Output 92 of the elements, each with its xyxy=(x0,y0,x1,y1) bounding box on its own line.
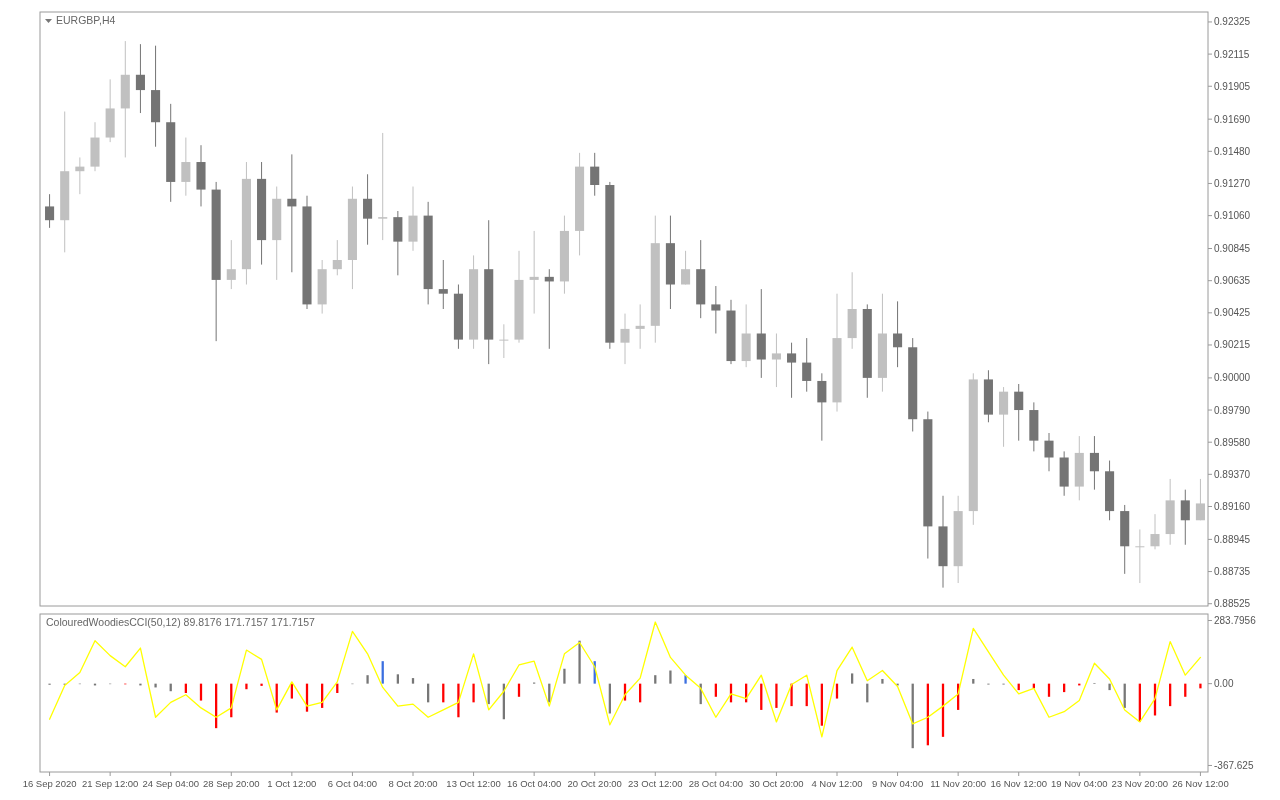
x-tick-label: 16 Sep 2020 xyxy=(22,778,77,789)
y-tick-label: 0.88735 xyxy=(1214,566,1251,578)
x-tick-label: 19 Nov 04:00 xyxy=(1051,778,1108,789)
y-tick-label: 0.92325 xyxy=(1214,16,1251,28)
y-tick-label: 0.91905 xyxy=(1214,80,1251,92)
x-tick-label: 23 Oct 12:00 xyxy=(628,778,683,789)
y-tick-label: 0.89580 xyxy=(1214,436,1251,448)
y-tick-label: 0.89790 xyxy=(1214,404,1251,416)
y-tick-label: 0.90635 xyxy=(1214,275,1251,287)
bar xyxy=(396,674,399,684)
candlestick xyxy=(893,300,903,368)
x-tick-label: 28 Oct 04:00 xyxy=(688,778,744,789)
candlestick xyxy=(1044,432,1054,472)
bar xyxy=(654,675,657,684)
bar xyxy=(972,678,975,684)
candlestick xyxy=(226,239,236,290)
y-tick-label: 0.91480 xyxy=(1214,145,1251,157)
bar xyxy=(366,675,369,684)
candlestick xyxy=(135,43,145,114)
y-tick-label: 0.00 xyxy=(1214,678,1234,690)
candlestick xyxy=(681,250,691,286)
candlestick xyxy=(438,259,448,310)
candlestick xyxy=(45,193,55,229)
bar xyxy=(154,683,157,688)
candlestick xyxy=(817,372,827,442)
x-tick-label: 23 Nov 20:00 xyxy=(1111,778,1169,789)
y-tick-label: 0.91690 xyxy=(1214,113,1251,125)
y-tick-label: 0.90000 xyxy=(1214,372,1251,384)
y-tick-label: 0.91060 xyxy=(1214,210,1251,222)
bar xyxy=(669,670,672,684)
bar xyxy=(411,678,415,684)
x-tick-label: 16 Oct 04:00 xyxy=(506,778,562,789)
bar xyxy=(472,683,475,703)
candlestick xyxy=(1150,513,1160,550)
bar xyxy=(1199,683,1202,689)
x-tick-label: 9 Nov 04:00 xyxy=(871,778,924,789)
x-tick-label: 21 Sep 12:00 xyxy=(81,778,139,789)
y-tick-label: 0.90215 xyxy=(1214,339,1251,351)
candlestick xyxy=(590,152,600,197)
y-tick-label: 0.90845 xyxy=(1214,243,1251,255)
bar xyxy=(851,673,854,684)
x-tick-label: 26 Nov 12:00 xyxy=(1172,778,1229,789)
y-tick-label: -367.625 xyxy=(1214,759,1254,771)
candlestick xyxy=(332,239,342,276)
x-tick-label: 8 Oct 20:00 xyxy=(388,778,438,789)
bar xyxy=(881,678,884,684)
x-tick-label: 20 Oct 20:00 xyxy=(567,778,622,789)
candlestick xyxy=(1195,478,1205,521)
bar xyxy=(578,640,581,684)
candlestick xyxy=(378,132,388,241)
bar xyxy=(245,683,248,690)
chart-title: ColouredWoodiesCCI(50,12) 89.8176 171.7157 171.7157 xyxy=(46,616,316,628)
candlestick xyxy=(620,313,630,365)
bar xyxy=(1108,683,1111,691)
candlestick xyxy=(499,323,509,359)
candlestick xyxy=(771,332,781,388)
candlestick xyxy=(1014,383,1024,442)
x-tick-label: 16 Nov 12:00 xyxy=(990,778,1047,789)
y-tick-label: 0.92115 xyxy=(1214,48,1250,60)
x-tick-label: 24 Sep 04:00 xyxy=(142,778,199,789)
y-tick-label: 0.91270 xyxy=(1214,177,1251,189)
y-tick-label: 283.7956 xyxy=(1214,615,1257,626)
x-tick-label: 13 Oct 12:00 xyxy=(446,778,501,789)
x-tick-label: 4 Nov 12:00 xyxy=(811,778,863,789)
x-tick-label: 28 Sep 20:00 xyxy=(203,778,260,789)
candlestick xyxy=(635,303,645,350)
candlestick xyxy=(802,337,812,393)
x-tick-label: 30 Oct 20:00 xyxy=(749,778,804,789)
y-tick-label: 0.89370 xyxy=(1214,468,1251,480)
bar xyxy=(381,661,384,684)
y-tick-label: 0.88945 xyxy=(1214,533,1251,545)
x-tick-label: 6 Oct 04:00 xyxy=(327,778,377,789)
candlestick xyxy=(787,342,797,399)
y-tick-label: 0.88525 xyxy=(1214,598,1251,610)
bar xyxy=(775,683,778,708)
y-tick-label: 0.89160 xyxy=(1214,500,1251,512)
bar xyxy=(457,683,460,718)
candlestick xyxy=(711,285,721,334)
candlestick xyxy=(363,173,373,246)
candlestick xyxy=(1135,528,1145,584)
x-tick-label: 11 Nov 20:00 xyxy=(930,778,987,789)
candlestick xyxy=(999,386,1009,448)
candlestick xyxy=(287,153,297,273)
chart-title: EURGBP,H4 xyxy=(56,14,116,26)
candlestick xyxy=(1180,489,1190,546)
bar xyxy=(260,683,263,686)
x-tick-label: 1 Oct 12:00 xyxy=(267,778,317,789)
bar xyxy=(563,668,566,684)
candlestick xyxy=(181,137,191,197)
y-tick-label: 0.90425 xyxy=(1214,307,1251,319)
candlestick xyxy=(1089,435,1099,491)
candlestick xyxy=(529,230,539,315)
